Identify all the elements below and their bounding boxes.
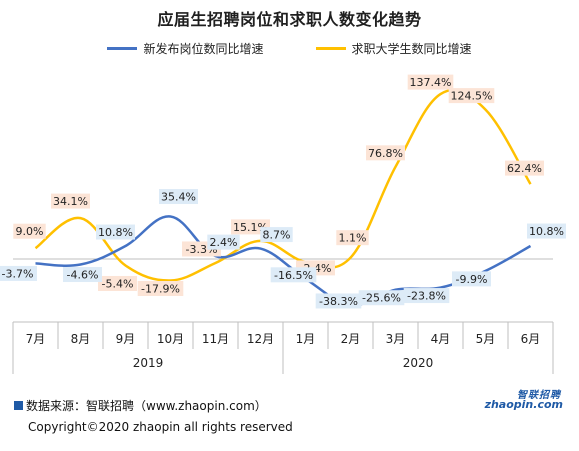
legend-label-job-postings: 新发布岗位数同比增速 <box>143 41 264 56</box>
x-tick-label: 8月 <box>71 332 91 346</box>
data-label-bg-job-postings <box>452 271 491 287</box>
data-label-bg-job-postings <box>527 223 566 239</box>
data-label-bg-job-seekers <box>13 223 46 239</box>
data-label-job-seekers: 76.8% <box>368 147 403 160</box>
data-label-bg-job-postings <box>207 234 240 250</box>
x-tick-label: 6月 <box>521 332 541 346</box>
x-tick-label: 9月 <box>116 332 136 346</box>
data-label-bg-job-postings <box>159 189 198 205</box>
series-line-job-postings <box>35 215 532 307</box>
copyright: Copyright©2020 zhaopin all rights reserv… <box>28 420 293 434</box>
data-label-job-postings: -4.6% <box>67 269 99 282</box>
data-label-job-postings: -9.9% <box>456 273 488 286</box>
data-label-job-postings: 10.8% <box>98 226 133 239</box>
data-label-job-seekers: -5.4% <box>102 277 134 290</box>
data-label-job-seekers: 62.4% <box>507 162 542 175</box>
series-line-job-seekers <box>34 88 532 282</box>
source-marker <box>14 401 23 410</box>
data-label-job-seekers: 1.1% <box>339 232 367 245</box>
logo-text-en: zhaopin.com <box>484 398 563 411</box>
chart-title: 应届生招聘岗位和求职人数变化趋势 <box>157 10 422 29</box>
data-label-bg-job-postings <box>403 288 450 304</box>
data-label-job-postings: -16.5% <box>274 269 313 282</box>
x-tick-label: 3月 <box>386 332 406 346</box>
data-label-bg-job-postings <box>260 227 293 243</box>
data-label-bg-job-postings <box>315 293 362 309</box>
data-label-job-seekers: 124.5% <box>451 90 493 103</box>
x-tick-label: 10月 <box>157 332 184 346</box>
source-text: 数据来源：智联招聘（www.zhaopin.com） <box>26 399 267 413</box>
year-group-label: 2019 <box>133 356 164 370</box>
legend-swatch-job-postings <box>107 46 138 50</box>
data-label-job-postings: -3.7% <box>2 267 34 280</box>
data-label-job-postings: -38.3% <box>319 295 358 308</box>
data-label-job-seekers: 15.1% <box>233 221 268 234</box>
x-tick-label: 1月 <box>296 332 316 346</box>
data-label-job-postings: 35.4% <box>161 191 196 204</box>
data-label-bg-job-seekers <box>407 74 454 90</box>
data-label-job-postings: 10.8% <box>529 225 564 238</box>
legend-item-job-seekers: 求职大学生数同比增速 <box>315 40 472 56</box>
data-label-job-seekers: -17.9% <box>141 282 180 295</box>
data-label-job-postings: 2.4% <box>210 236 238 249</box>
data-label-bg-job-postings <box>96 224 135 240</box>
x-tick-label: 11月 <box>202 332 229 346</box>
legend-swatch-job-seekers <box>315 46 346 50</box>
zhaopin-logo: 智联招聘 zhaopin.com <box>485 386 567 414</box>
x-tick-label: 5月 <box>476 332 496 346</box>
data-label-job-seekers: 9.0% <box>16 225 44 238</box>
data-label-job-seekers: 34.1% <box>53 195 88 208</box>
data-label-bg-job-seekers <box>231 219 270 235</box>
data-label-bg-job-seekers <box>336 230 369 246</box>
data-label-bg-job-seekers <box>366 145 405 161</box>
data-label-bg-job-seekers <box>98 275 137 291</box>
data-label-bg-job-seekers <box>505 160 544 176</box>
legend: 新发布岗位数同比增速 求职大学生数同比增速 <box>0 40 579 56</box>
data-label-bg-job-seekers <box>51 193 90 209</box>
data-label-job-seekers: 137.4% <box>410 76 452 89</box>
data-label-bg-job-postings <box>270 267 317 283</box>
data-label-bg-job-postings <box>0 265 37 281</box>
data-label-job-postings: 8.7% <box>263 229 291 242</box>
x-tick-label: 12月 <box>247 332 274 346</box>
x-tick-label: 2月 <box>341 332 361 346</box>
year-group-label: 2020 <box>403 356 434 370</box>
data-label-job-postings: -23.8% <box>407 290 446 303</box>
data-label-job-postings: -25.6% <box>362 292 401 305</box>
data-label-bg-job-seekers <box>448 88 495 104</box>
x-tick-label: 7月 <box>26 332 46 346</box>
x-tick-label: 4月 <box>431 332 451 346</box>
legend-label-job-seekers: 求职大学生数同比增速 <box>351 41 472 56</box>
data-label-bg-job-postings <box>63 267 102 283</box>
data-source: 数据来源：智联招聘（www.zhaopin.com） <box>14 397 267 414</box>
logo-text-cn: 智联招聘 <box>517 390 561 401</box>
data-label-bg-job-postings <box>358 290 405 306</box>
legend-item-job-postings: 新发布岗位数同比增速 <box>107 40 264 56</box>
data-label-bg-job-seekers <box>137 280 184 296</box>
